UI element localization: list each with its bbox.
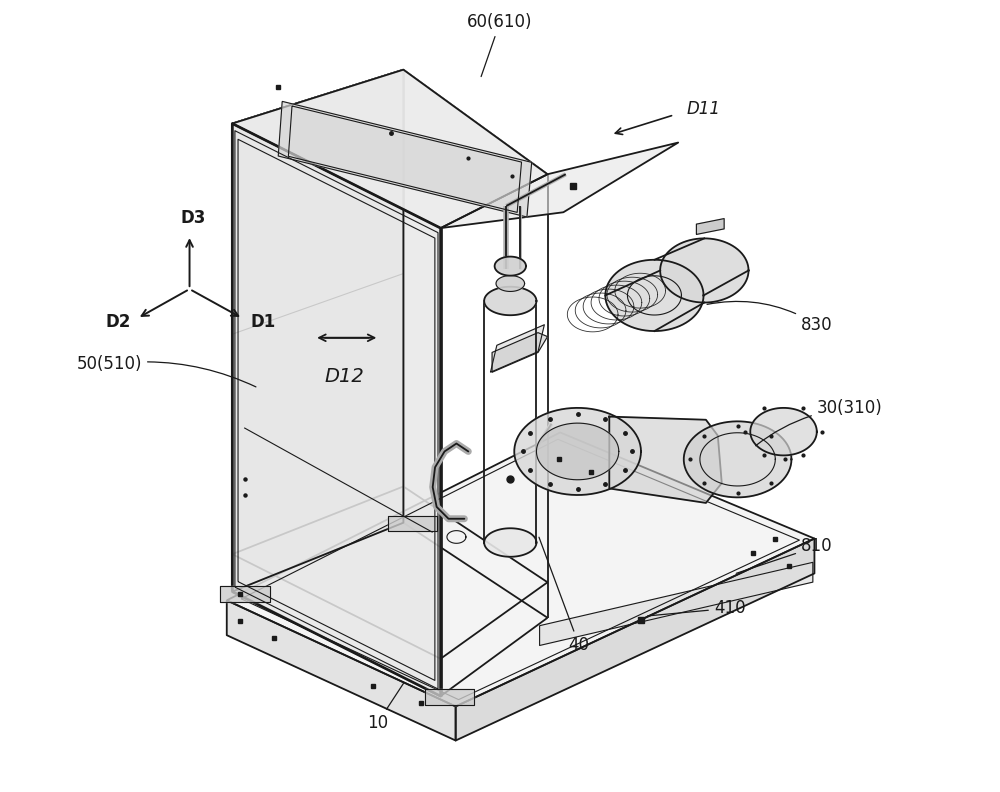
Polygon shape [609, 417, 722, 503]
Text: D12: D12 [324, 367, 364, 386]
Polygon shape [492, 333, 548, 372]
Text: D11: D11 [686, 101, 720, 118]
Polygon shape [495, 257, 526, 276]
Text: D3: D3 [181, 209, 206, 227]
Polygon shape [536, 423, 619, 480]
Text: 30(310): 30(310) [756, 399, 883, 446]
Text: 50(510): 50(510) [77, 356, 256, 386]
Polygon shape [425, 689, 474, 705]
Polygon shape [696, 219, 724, 234]
Polygon shape [278, 101, 532, 217]
Polygon shape [660, 238, 749, 303]
Polygon shape [227, 432, 814, 706]
Polygon shape [484, 287, 536, 315]
Polygon shape [484, 528, 536, 557]
Polygon shape [514, 408, 641, 495]
Text: 830: 830 [707, 302, 833, 333]
Text: 40: 40 [539, 537, 590, 654]
Polygon shape [232, 70, 403, 592]
Polygon shape [441, 143, 678, 228]
Polygon shape [456, 539, 814, 741]
Polygon shape [684, 421, 791, 497]
Text: 410: 410 [648, 600, 745, 617]
Text: D2: D2 [106, 314, 131, 331]
Text: 10: 10 [367, 683, 403, 733]
Polygon shape [232, 70, 548, 228]
Text: 60(610): 60(610) [467, 13, 533, 77]
Polygon shape [220, 586, 270, 602]
Polygon shape [750, 408, 817, 455]
Polygon shape [388, 516, 437, 531]
Polygon shape [605, 260, 704, 331]
Polygon shape [232, 124, 441, 696]
Polygon shape [496, 276, 525, 291]
Polygon shape [490, 325, 544, 372]
Polygon shape [227, 600, 456, 741]
Text: D1: D1 [251, 314, 276, 331]
Polygon shape [540, 562, 813, 645]
Text: 810: 810 [736, 538, 833, 573]
